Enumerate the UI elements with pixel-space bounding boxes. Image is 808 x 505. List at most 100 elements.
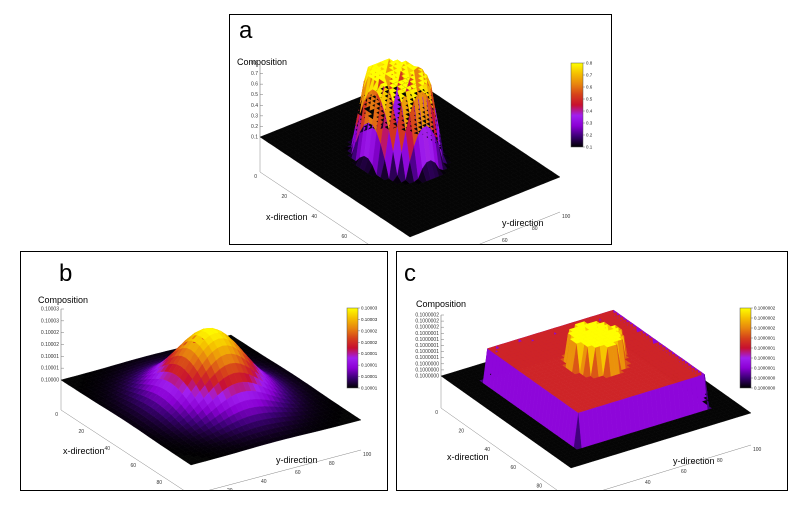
- surface: [60, 327, 362, 466]
- x-tick-label: 60: [510, 465, 516, 471]
- x-tick-label: 20: [458, 428, 464, 434]
- colorbar-tick-label: 0.10003: [361, 306, 378, 311]
- surface: [259, 58, 561, 238]
- x-tick-label: 0: [435, 410, 438, 416]
- z-tick-label: 0.10003: [41, 318, 59, 324]
- y-tick-label: 80: [329, 461, 335, 467]
- surface-cell: [551, 173, 561, 179]
- x-tick-label: 20: [78, 429, 84, 435]
- y-tick-label: 20: [227, 488, 233, 491]
- colorbar-tick-label: 0.2: [586, 133, 593, 138]
- colorbar-tick-label: 0.10002: [361, 328, 378, 333]
- y-axis-line: [208, 449, 362, 490]
- z-tick-label: 0.2: [251, 124, 258, 130]
- z-tick-label: 0.1000000: [415, 374, 439, 380]
- y-tick-label: 40: [645, 480, 651, 486]
- z-tick-label: 0.1000000: [415, 361, 439, 367]
- z-tick-label: 0.10002: [41, 342, 59, 348]
- colorbar-tick-label: 0.10001: [361, 374, 378, 379]
- surface-cell: [742, 410, 752, 415]
- y-axis-label: y-direction: [673, 456, 715, 466]
- colorbar-tick-label: 0.1000002: [754, 306, 776, 311]
- colorbar-tick-label: 0.1000002: [754, 316, 776, 321]
- z-tick-label: 0.1000001: [415, 343, 439, 349]
- z-tick-label: 0.3: [251, 113, 258, 119]
- surface-cell: [351, 417, 362, 422]
- y-axis-label: y-direction: [502, 218, 544, 228]
- x-tick-label: 60: [341, 234, 347, 240]
- y-axis-label: y-direction: [276, 455, 318, 465]
- colorbar-tick-label: 0.3: [586, 121, 593, 126]
- colorbar-tick-label: 0.1000000: [754, 376, 776, 381]
- z-tick-label: 0.1000002: [415, 313, 439, 319]
- y-tick-label: 60: [295, 470, 301, 476]
- x-axis-line: [440, 407, 558, 490]
- colorbar-tick-label: 0.8: [586, 61, 593, 66]
- colorbar-tick-label: 0.1000001: [754, 336, 776, 341]
- x-tick-label: 40: [484, 447, 490, 453]
- y-tick-label: 80: [532, 226, 538, 232]
- panel-c: c Composition x-direction y-direction 0.…: [396, 251, 788, 491]
- colorbar-tick-label: 0.1: [586, 145, 593, 150]
- z-tick-label: 0.10000: [41, 378, 59, 384]
- z-tick-label: 0.4: [251, 103, 258, 109]
- z-axis-label: Composition: [237, 57, 288, 67]
- y-tick-label: 40: [261, 479, 267, 485]
- colorbar-tick-label: 0.10002: [361, 340, 378, 345]
- x-tick-label: 40: [104, 446, 110, 452]
- surface-plot-a: 0.10.20.30.40.50.60.70.80204060801000204…: [251, 58, 593, 244]
- surface-plot-b: 0.10000 0.10001 0.10001 0.10002 0.10002 0.100…: [41, 306, 378, 491]
- colorbar-tick-label: 0.10001: [361, 386, 378, 391]
- y-tick-label: 100: [363, 452, 372, 458]
- z-tick-label: 0.8: [251, 61, 258, 67]
- z-axis-label: Composition: [38, 295, 89, 305]
- z-tick-label: 0.1: [251, 135, 258, 141]
- panel-label: c: [404, 260, 416, 287]
- z-axis-label: Composition: [416, 299, 467, 309]
- z-tick-label: 0.10003: [41, 307, 59, 313]
- surface: [440, 309, 752, 469]
- colorbar-tick-label: 0.1000002: [754, 326, 776, 331]
- y-tick-label: 60: [502, 238, 508, 244]
- y-tick-label: 100: [562, 214, 571, 220]
- colorbar-tick-label: 0.4: [586, 109, 593, 114]
- z-tick-label: 0.1000001: [415, 349, 439, 355]
- panel-label: b: [59, 260, 73, 287]
- x-tick-label: 20: [281, 194, 287, 200]
- z-tick-label: 0.6: [251, 82, 258, 88]
- x-tick-label: 80: [156, 480, 162, 486]
- colorbar-tick-label: 0.5: [586, 97, 593, 102]
- colorbar-tick-label: 0.6: [586, 85, 593, 90]
- z-tick-label: 0.5: [251, 92, 258, 98]
- panel-b: b Composition x-direction y-direction 0.…: [20, 251, 388, 491]
- colorbar-tick-label: 0.1000000: [754, 386, 776, 391]
- z-tick-label: 0.10002: [41, 330, 59, 336]
- x-axis-line: [259, 171, 369, 244]
- colorbar-tick-label: 0.1000001: [754, 366, 776, 371]
- z-tick-label: 0.1000000: [415, 367, 439, 373]
- x-axis-label: x-direction: [266, 212, 308, 222]
- x-axis-label: x-direction: [63, 446, 105, 456]
- z-tick-label: 0.1000001: [415, 337, 439, 343]
- colorbar-tick-label: 0.10001: [361, 363, 378, 368]
- z-tick-label: 0.7: [251, 71, 258, 77]
- y-tick-label: 80: [717, 458, 723, 464]
- z-tick-label: 0.1000001: [415, 355, 439, 361]
- x-tick-label: 0: [55, 412, 58, 418]
- x-tick-label: 0: [254, 174, 257, 180]
- colorbar-tick-label: 0.1000001: [754, 346, 776, 351]
- z-tick-label: 0.10001: [41, 366, 59, 372]
- y-tick-label: 60: [681, 469, 687, 475]
- z-tick-label: 0.1000002: [415, 319, 439, 325]
- colorbar-tick-label: 0.1000001: [754, 356, 776, 361]
- y-axis-line: [602, 444, 752, 490]
- x-tick-label: 80: [536, 484, 542, 490]
- colorbar-tick-label: 0.10003: [361, 317, 378, 322]
- z-tick-label: 0.1000001: [415, 331, 439, 337]
- colorbar-tick-label: 0.7: [586, 73, 593, 78]
- panel-a: a Composition x-direction y-direction 0.…: [229, 14, 612, 245]
- colorbar: [739, 307, 752, 389]
- colorbar-tick-label: 0.10001: [361, 351, 378, 356]
- x-axis-line: [60, 409, 184, 490]
- y-axis-line: [479, 211, 561, 244]
